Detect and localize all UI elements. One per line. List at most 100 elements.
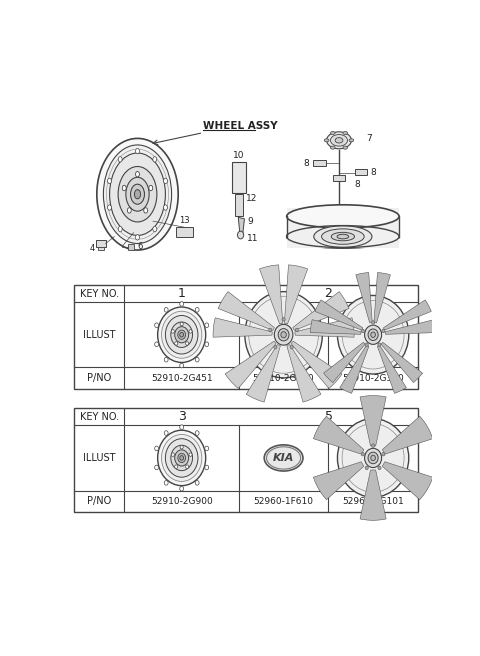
Polygon shape xyxy=(295,318,354,337)
Ellipse shape xyxy=(131,184,144,204)
Ellipse shape xyxy=(118,226,122,232)
Bar xyxy=(333,175,345,181)
Ellipse shape xyxy=(108,205,111,210)
Polygon shape xyxy=(313,416,364,454)
Ellipse shape xyxy=(135,171,139,177)
Ellipse shape xyxy=(349,139,354,142)
Polygon shape xyxy=(360,396,386,446)
Ellipse shape xyxy=(164,178,168,184)
Text: 52910-2G250: 52910-2G250 xyxy=(253,374,314,382)
Ellipse shape xyxy=(205,342,209,346)
Ellipse shape xyxy=(186,465,189,468)
Ellipse shape xyxy=(109,153,166,236)
Text: 12: 12 xyxy=(246,194,257,203)
Ellipse shape xyxy=(180,302,184,306)
Ellipse shape xyxy=(195,358,199,362)
Ellipse shape xyxy=(180,322,183,325)
Polygon shape xyxy=(218,292,275,331)
Polygon shape xyxy=(225,341,276,388)
Ellipse shape xyxy=(287,205,399,228)
Text: 4: 4 xyxy=(90,243,95,253)
Text: 52910-2G350: 52910-2G350 xyxy=(342,374,404,382)
Ellipse shape xyxy=(337,419,409,497)
Ellipse shape xyxy=(171,445,192,470)
Ellipse shape xyxy=(365,343,368,346)
Ellipse shape xyxy=(368,329,378,340)
Text: 11: 11 xyxy=(247,234,258,243)
Ellipse shape xyxy=(274,346,277,349)
Ellipse shape xyxy=(155,465,158,470)
Bar xyxy=(98,247,104,250)
Ellipse shape xyxy=(175,465,178,468)
Text: 1: 1 xyxy=(178,287,186,300)
Ellipse shape xyxy=(180,445,183,449)
Ellipse shape xyxy=(287,225,399,248)
Ellipse shape xyxy=(153,157,157,162)
Ellipse shape xyxy=(269,328,272,332)
Ellipse shape xyxy=(189,330,192,333)
Text: 2: 2 xyxy=(324,287,333,300)
Ellipse shape xyxy=(371,455,375,461)
Ellipse shape xyxy=(238,231,244,239)
Ellipse shape xyxy=(164,358,168,362)
Ellipse shape xyxy=(205,446,209,451)
Text: P/NO: P/NO xyxy=(87,497,111,506)
Ellipse shape xyxy=(157,430,206,485)
Text: WHEEL ASSY: WHEEL ASSY xyxy=(204,121,278,131)
Polygon shape xyxy=(340,345,369,394)
Text: KEY NO.: KEY NO. xyxy=(80,289,119,298)
Ellipse shape xyxy=(331,232,355,241)
Ellipse shape xyxy=(342,300,404,369)
Ellipse shape xyxy=(153,226,157,232)
Ellipse shape xyxy=(149,186,153,191)
Polygon shape xyxy=(385,319,436,335)
Ellipse shape xyxy=(249,297,318,373)
Ellipse shape xyxy=(175,342,178,345)
Ellipse shape xyxy=(164,431,168,436)
Ellipse shape xyxy=(126,177,149,211)
Ellipse shape xyxy=(180,363,184,368)
Ellipse shape xyxy=(264,445,303,471)
Ellipse shape xyxy=(180,456,184,461)
Ellipse shape xyxy=(365,466,368,470)
Bar xyxy=(235,194,243,216)
Ellipse shape xyxy=(343,131,348,134)
Text: 9: 9 xyxy=(248,216,253,226)
Ellipse shape xyxy=(118,167,157,222)
Text: 52910-2G900: 52910-2G900 xyxy=(151,497,213,506)
Polygon shape xyxy=(260,265,283,324)
Ellipse shape xyxy=(361,453,364,456)
Ellipse shape xyxy=(166,439,198,477)
Text: 52960-2G101: 52960-2G101 xyxy=(342,497,404,506)
Text: 5: 5 xyxy=(324,410,333,423)
Bar xyxy=(287,208,399,248)
Polygon shape xyxy=(356,272,372,323)
Text: 8: 8 xyxy=(355,180,360,190)
Ellipse shape xyxy=(103,145,172,243)
Ellipse shape xyxy=(290,346,293,349)
Ellipse shape xyxy=(166,316,198,354)
Text: ILLUST: ILLUST xyxy=(83,453,115,463)
Ellipse shape xyxy=(295,328,299,332)
Ellipse shape xyxy=(382,453,385,456)
Ellipse shape xyxy=(118,157,122,162)
Polygon shape xyxy=(313,462,364,500)
Text: ILLUST: ILLUST xyxy=(83,330,115,340)
Ellipse shape xyxy=(122,186,126,191)
Ellipse shape xyxy=(378,343,381,346)
Ellipse shape xyxy=(155,342,158,346)
Ellipse shape xyxy=(164,481,168,485)
Polygon shape xyxy=(382,462,433,500)
Ellipse shape xyxy=(155,446,158,451)
Ellipse shape xyxy=(365,448,382,468)
Ellipse shape xyxy=(195,308,199,312)
Ellipse shape xyxy=(368,452,378,464)
Ellipse shape xyxy=(178,330,186,339)
Ellipse shape xyxy=(245,292,323,378)
Ellipse shape xyxy=(205,465,209,470)
Text: KEY NO.: KEY NO. xyxy=(80,412,119,422)
Text: 6: 6 xyxy=(137,242,143,251)
Ellipse shape xyxy=(330,134,348,146)
Ellipse shape xyxy=(97,138,178,250)
Ellipse shape xyxy=(175,450,189,466)
